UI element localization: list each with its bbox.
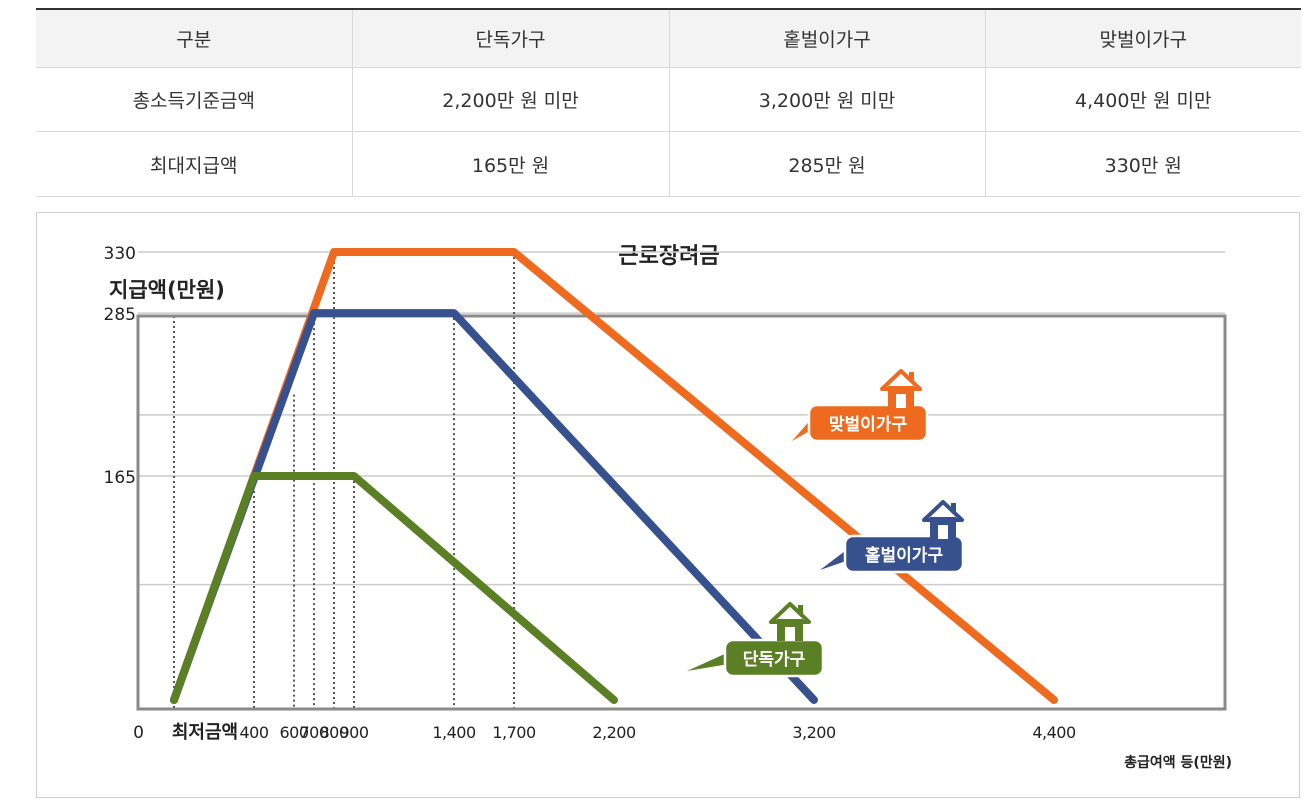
table-cell: 285만 원 <box>669 131 986 197</box>
x-tick-label: 800 <box>319 723 348 742</box>
table-header-cell: 맞벌이가구 <box>985 8 1301 68</box>
house-icon <box>769 602 811 641</box>
table-row: 최대지급액 165만 원 285만 원 330만 원 <box>36 131 1301 197</box>
table-header-cell: 단독가구 <box>352 8 670 68</box>
x-tick-label: 2,200 <box>592 723 636 742</box>
table-row: 총소득기준금액 2,200만 원 미만 3,200만 원 미만 4,400만 원… <box>36 67 1301 132</box>
y-axis-label: 지급액(만원) <box>109 278 225 302</box>
table-cell: 총소득기준금액 <box>36 67 353 132</box>
series-tag: 홑벌이가구 <box>820 534 965 574</box>
series-tag: 맞벌이가구 <box>792 403 929 443</box>
series-tag-label: 단독가구 <box>743 650 806 670</box>
y-tick-label: 0 <box>133 723 144 743</box>
series-line <box>170 309 818 704</box>
x-tick-label: 600 <box>279 723 308 742</box>
table-cell: 3,200만 원 미만 <box>669 67 986 132</box>
chart-container: 근로장려금 지급액(만원) 총급여액 등(만원) 0 165 285 330 최저금액… <box>36 212 1300 798</box>
series-tag: 단독가구 <box>687 638 825 678</box>
summary-table: 구분 단독가구 홑벌이가구 맞벌이가구 총소득기준금액 2,200만 원 미만 … <box>36 8 1301 197</box>
y-tick-label: 330 <box>104 244 136 264</box>
series-line <box>170 472 618 704</box>
table-header-cell: 홑벌이가구 <box>669 8 986 68</box>
earned-income-tax-credit-chart: 근로장려금 지급액(만원) 총급여액 등(만원) 0 165 285 330 최저금액… <box>104 244 1232 771</box>
chart-title: 근로장려금 <box>618 244 719 269</box>
table-cell: 330만 원 <box>985 131 1301 197</box>
x-tick-label: 1,700 <box>492 723 536 742</box>
table-cell: 최대지급액 <box>36 131 353 197</box>
house-icon <box>880 369 922 408</box>
table-header-row: 구분 단독가구 홑벌이가구 맞벌이가구 <box>36 8 1301 68</box>
series-tag-label: 맞벌이가구 <box>829 415 908 435</box>
x-tick-label: 700 <box>299 723 328 742</box>
table-header-cell: 구분 <box>36 8 353 68</box>
x-tick-label: 1,400 <box>432 723 476 742</box>
x-tick-label: 최저금액 <box>172 722 238 743</box>
x-tick-label: 400 <box>239 723 268 742</box>
table-cell: 2,200만 원 미만 <box>352 67 670 132</box>
x-tick-label: 3,200 <box>792 723 836 742</box>
x-tick-label: 900 <box>339 723 368 742</box>
series-tag-label: 홑벌이가구 <box>865 545 944 566</box>
x-tick-label: 4,400 <box>1032 723 1076 742</box>
y-tick-label: 285 <box>104 305 136 325</box>
house-icon <box>922 500 964 539</box>
table-cell: 165만 원 <box>352 131 670 197</box>
table-cell: 4,400만 원 미만 <box>985 67 1301 132</box>
y-tick-label: 165 <box>104 468 136 488</box>
plot-frame <box>136 314 1227 711</box>
x-axis-label: 총급여액 등(만원) <box>1124 754 1232 771</box>
